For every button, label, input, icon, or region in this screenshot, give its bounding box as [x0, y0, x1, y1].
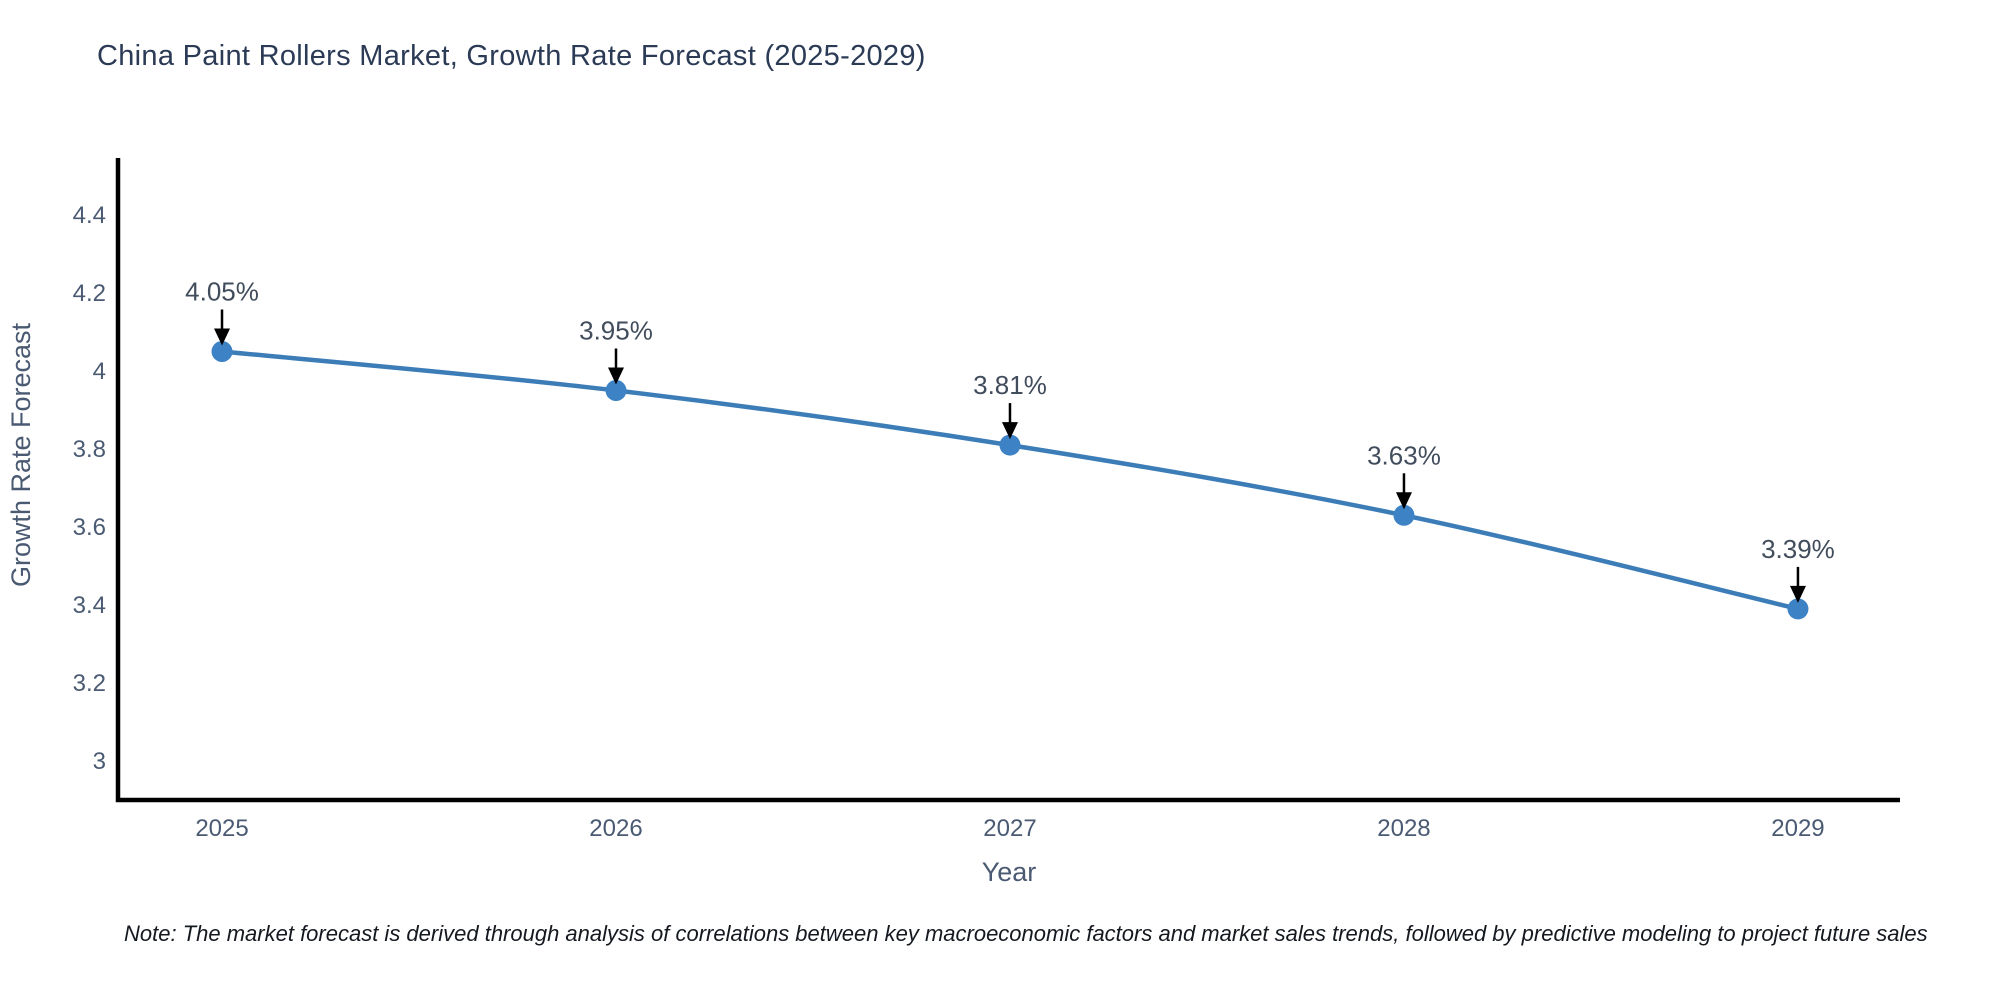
y-tick-label: 3.4 [73, 592, 106, 619]
data-point-label: 3.39% [1761, 534, 1835, 564]
x-tick-label: 2025 [195, 815, 248, 842]
data-point-label: 3.95% [579, 315, 653, 345]
y-tick-label: 3.8 [73, 436, 106, 463]
annotation-arrow-head [607, 367, 624, 385]
x-axis-title: Year [982, 857, 1037, 887]
series-group [211, 340, 1809, 620]
data-point-marker [999, 434, 1021, 456]
x-tick-label: 2028 [1377, 815, 1430, 842]
y-tick-label: 3.6 [73, 514, 106, 541]
chart-title: China Paint Rollers Market, Growth Rate … [97, 40, 926, 72]
y-tick-label: 4.2 [73, 280, 106, 307]
axis-spines [115, 158, 1900, 803]
data-point-marker [605, 379, 627, 401]
x-tick-label: 2029 [1771, 815, 1824, 842]
y-axis-title: Growth Rate Forecast [6, 322, 36, 587]
footnote: Note: The market forecast is derived thr… [124, 921, 1928, 946]
data-point-label: 4.05% [185, 276, 259, 306]
y-tick-label: 4 [93, 358, 106, 385]
annotation-arrow-head [1789, 585, 1806, 603]
axes-group [115, 158, 1900, 803]
x-tick-label: 2027 [983, 815, 1036, 842]
data-point-label: 3.63% [1367, 440, 1441, 470]
annotation-arrow-head [1001, 422, 1018, 440]
annotation-arrow-head [214, 328, 231, 346]
data-point-marker [211, 340, 233, 362]
annotations-group: 4.05% 3.95% 3.81% 3.63% 3.39% [185, 276, 1835, 603]
annotation-arrow-head [1395, 492, 1412, 510]
data-point-marker [1393, 504, 1415, 526]
tick-labels-group: 3 3.2 3.4 3.6 3.8 4 4.2 4.4 2025 2026 2027 2028 2029 [73, 202, 1825, 842]
data-point-marker [1787, 598, 1809, 620]
y-tick-label: 3 [93, 748, 106, 775]
x-tick-label: 2026 [589, 815, 642, 842]
data-point-label: 3.81% [973, 370, 1047, 400]
y-tick-label: 4.4 [73, 202, 106, 229]
y-tick-label: 3.2 [73, 670, 106, 697]
